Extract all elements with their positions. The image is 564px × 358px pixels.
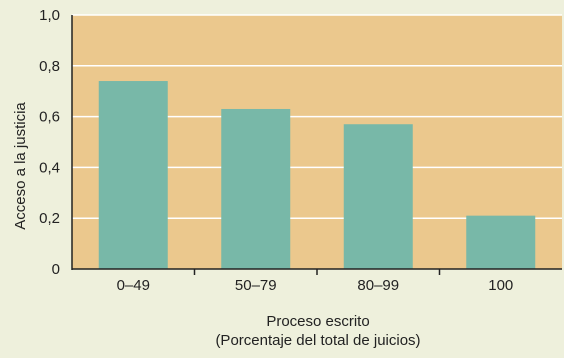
x-tick-label: 80–99 [357, 277, 399, 294]
y-tick-label: 1,0 [39, 7, 60, 24]
bar-1 [98, 81, 168, 269]
y-tick-label: 0 [52, 261, 60, 278]
y-tick-label: 0,4 [39, 159, 60, 176]
x-axis-label-line2: (Porcentaje del total de juicios) [215, 332, 420, 349]
bar-3 [343, 124, 413, 269]
x-axis-label-line1: Proceso escrito [266, 313, 369, 330]
y-tick-label: 0,8 [39, 58, 60, 75]
x-tick-label: 0–49 [117, 277, 150, 294]
x-tick-label: 100 [488, 277, 513, 294]
bars [98, 81, 536, 269]
y-axis-label: Acceso a la justicia [12, 102, 29, 230]
y-tick-labels: 0 0,2 0,4 0,6 0,8 1,0 [39, 7, 60, 278]
axes [71, 15, 562, 275]
bar-2 [221, 108, 291, 269]
x-tick-labels: 0–49 50–79 80–99 100 [117, 277, 514, 294]
x-tick-label: 50–79 [235, 277, 277, 294]
y-tick-label: 0,2 [39, 210, 60, 227]
y-tick-label: 0,6 [39, 109, 60, 126]
bar-4 [466, 215, 536, 269]
